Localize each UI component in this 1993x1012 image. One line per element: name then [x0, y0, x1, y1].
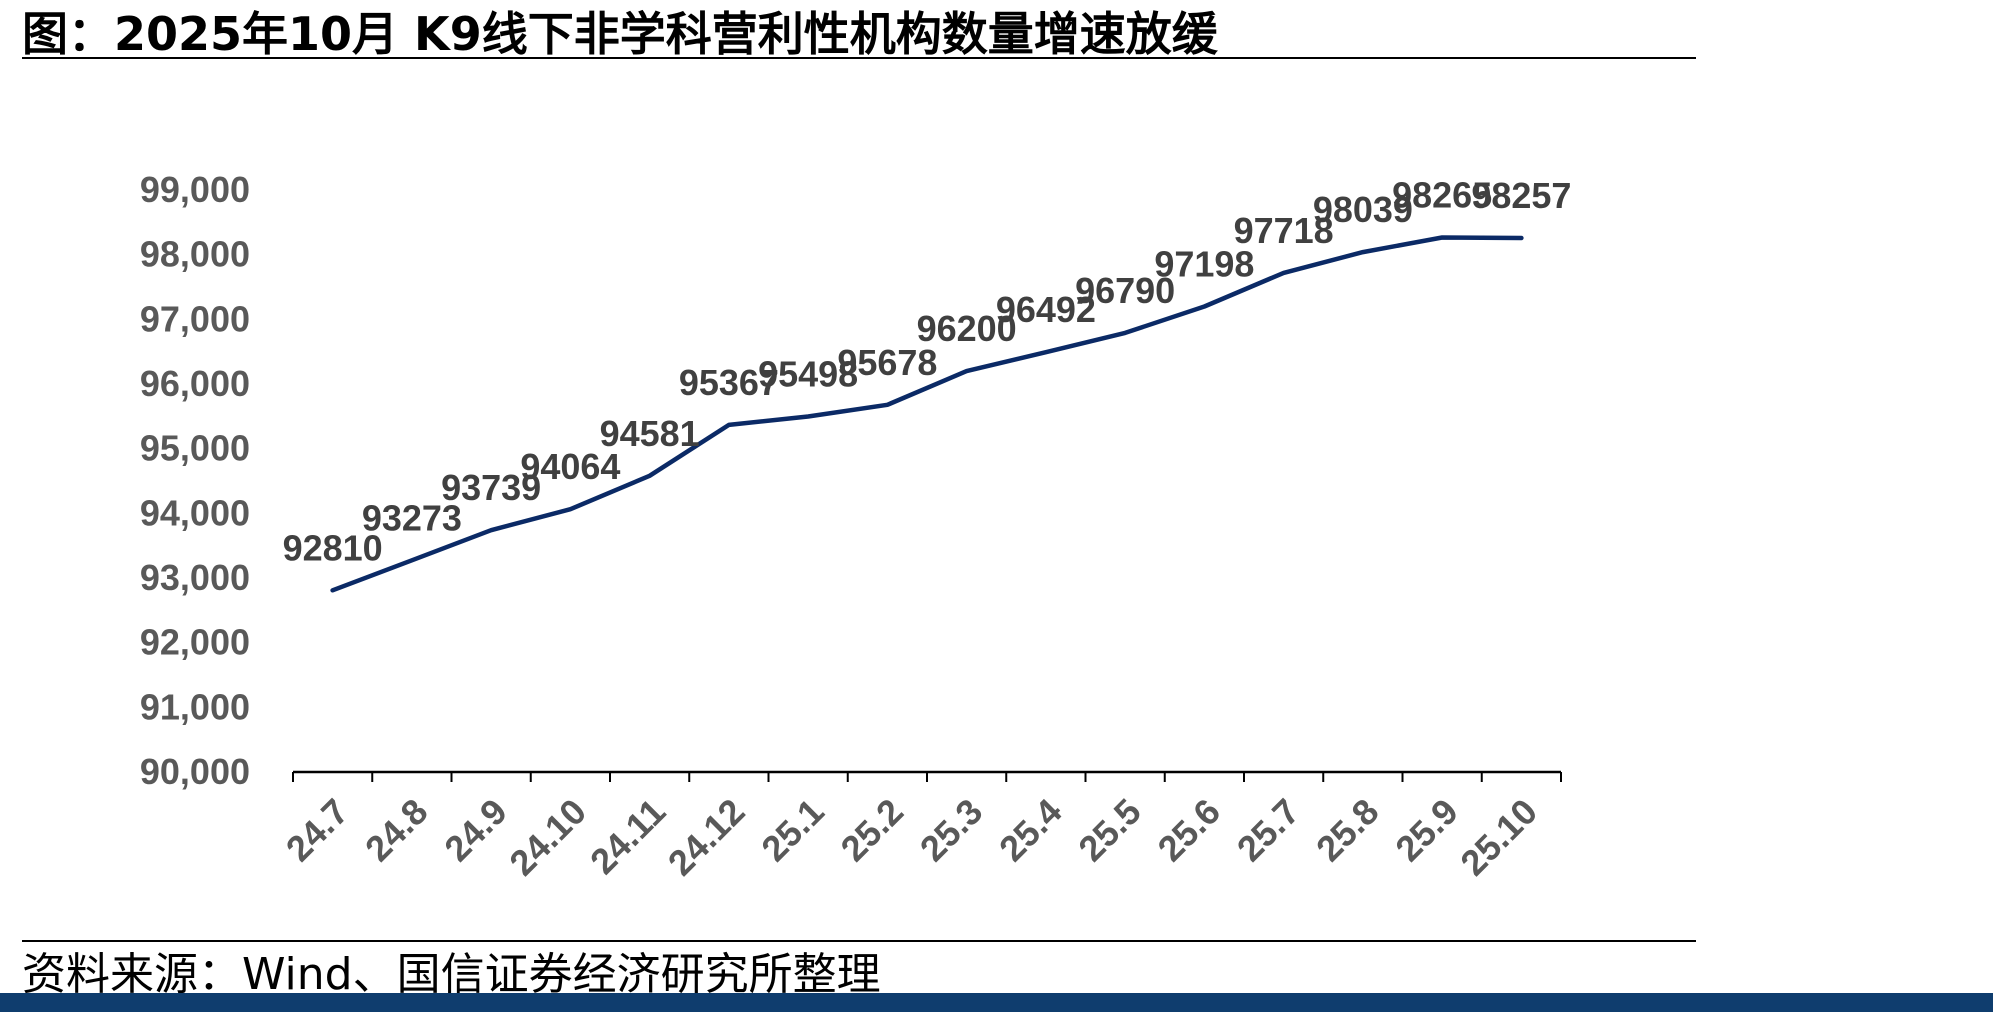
data-label: 94581	[600, 413, 700, 454]
series-line	[330, 235, 1524, 593]
data-label: 96790	[1075, 270, 1175, 311]
x-tick-label: 25.8	[1308, 791, 1387, 870]
data-label: 95367	[679, 362, 779, 403]
data-label: 93273	[362, 497, 462, 538]
y-tick-label: 97,000	[140, 298, 250, 339]
x-tick-label: 24.10	[501, 791, 594, 884]
x-tick-label: 24.7	[278, 791, 357, 870]
x-tick-label: 25.7	[1229, 791, 1308, 870]
source-note: 资料来源：Wind、国信证券经济研究所整理	[22, 949, 881, 1000]
x-tick-label: 25.1	[753, 791, 832, 870]
data-label: 95678	[837, 342, 937, 383]
footer-band	[0, 993, 1993, 1012]
y-tick-label: 99,000	[140, 169, 250, 210]
data-label: 97718	[1234, 210, 1334, 251]
y-tick-label: 91,000	[140, 686, 250, 727]
x-tick-label: 24.11	[582, 791, 673, 882]
y-tick-label: 95,000	[140, 428, 250, 469]
y-tick-label: 94,000	[140, 492, 250, 533]
y-tick-label: 92,000	[140, 622, 250, 663]
data-label: 98039	[1313, 189, 1413, 230]
chart-title: 图：2025年10月 K9线下非学科营利性机构数量增速放缓	[22, 7, 1218, 61]
x-tick-label: 25.6	[1149, 791, 1228, 870]
y-tick-label: 93,000	[140, 557, 250, 598]
data-label: 98265	[1392, 175, 1492, 216]
x-tick-label: 25.3	[912, 791, 991, 870]
x-tick-label: 24.12	[660, 791, 753, 884]
title-rule	[22, 57, 1696, 59]
data-label: 94064	[520, 446, 620, 487]
x-tick-label: 25.2	[832, 791, 911, 870]
x-tick-label: 24.8	[357, 791, 436, 870]
source-rule	[22, 940, 1696, 942]
data-label: 95498	[758, 353, 858, 394]
data-label: 98257	[1471, 175, 1571, 216]
y-tick-label: 96,000	[140, 363, 250, 404]
data-label: 93739	[441, 467, 541, 508]
y-tick-label: 98,000	[140, 234, 250, 275]
x-tick-label: 25.4	[991, 791, 1070, 870]
data-label: 97198	[1154, 244, 1254, 285]
x-tick-label: 25.5	[1070, 791, 1149, 870]
y-tick-label: 90,000	[140, 751, 250, 792]
data-label: 92810	[283, 527, 383, 568]
x-tick-label: 25.10	[1452, 791, 1545, 884]
data-label: 96200	[917, 308, 1017, 349]
data-label: 96492	[996, 289, 1096, 330]
line-chart: 90,000 91,000 92,000 93,000 94,000 95,000 96,0…	[140, 169, 1572, 884]
